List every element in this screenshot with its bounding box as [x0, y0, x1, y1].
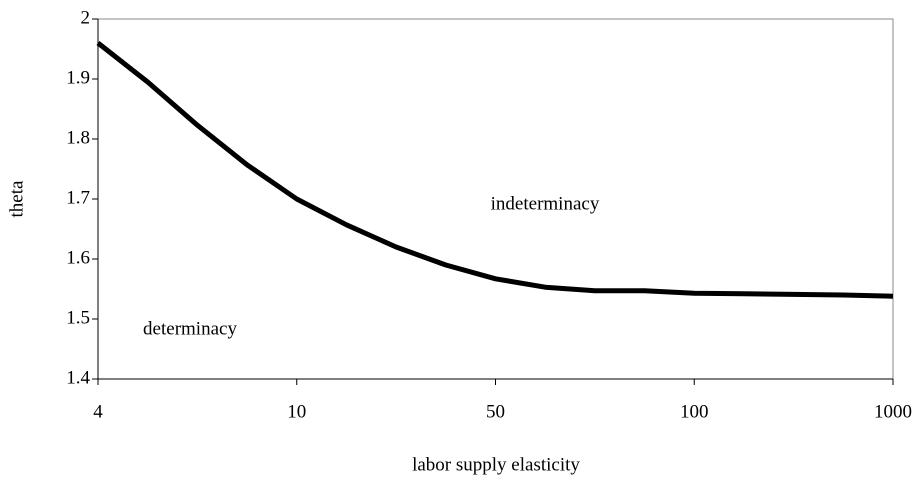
x-axis-label: labor supply elasticity	[412, 454, 580, 475]
y-tick-label: 2	[81, 7, 91, 28]
x-tick-label: 100	[680, 401, 709, 422]
y-tick-label: 1.4	[66, 367, 90, 388]
x-tick-label: 50	[486, 401, 505, 422]
x-tick-label: 10	[287, 401, 306, 422]
x-tick-label: 1000	[874, 401, 912, 422]
y-tick-label: 1.8	[66, 127, 90, 148]
annotation: determinacy	[143, 318, 237, 339]
y-tick-label: 1.5	[66, 307, 90, 328]
y-tick-label: 1.6	[66, 247, 90, 268]
annotation: indeterminacy	[491, 193, 600, 214]
x-tick-label: 4	[93, 401, 103, 422]
y-axis-label: theta	[6, 180, 27, 217]
line-series	[96, 41, 894, 299]
y-tick-label: 1.7	[66, 187, 90, 208]
y-tick-label: 1.9	[66, 67, 90, 88]
